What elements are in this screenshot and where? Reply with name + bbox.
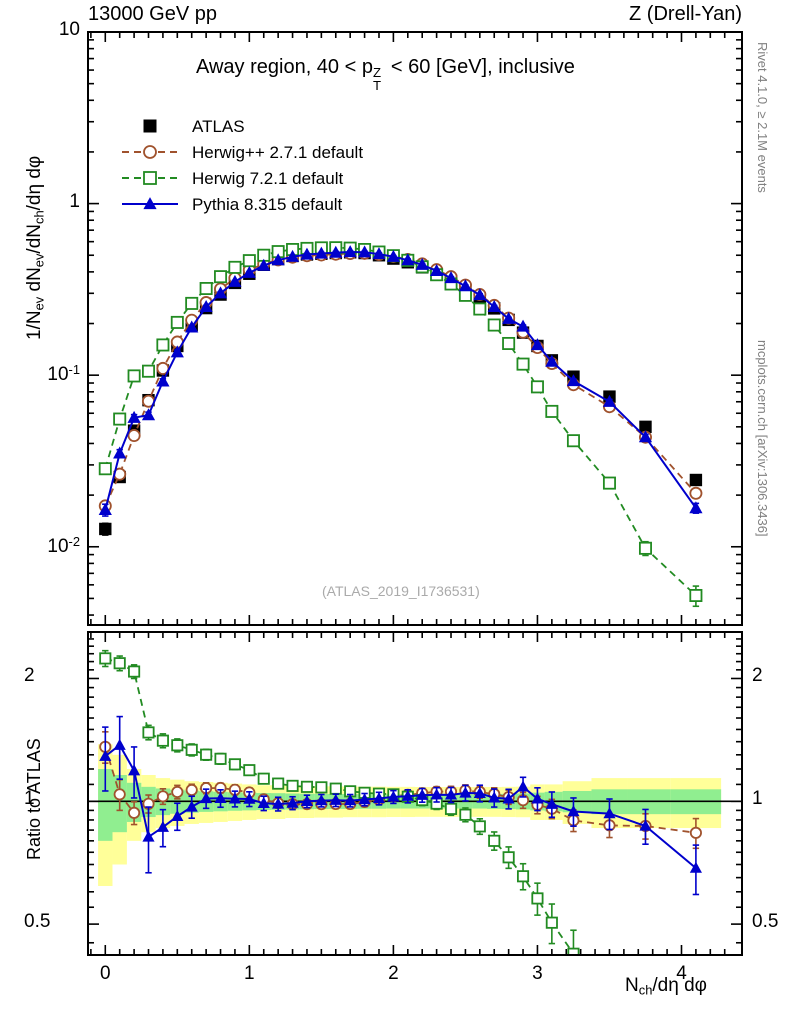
header-beam-label: 13000 GeV pp — [88, 3, 217, 25]
ylabel-sub-ev1: ev — [31, 296, 47, 311]
xlabel-part-a: N — [625, 975, 639, 996]
main-panel-series — [98, 241, 703, 608]
ratio-ytick-left-1: 1 — [24, 788, 35, 810]
ratio-yaxis-label: Ratio to ATLAS — [24, 738, 44, 860]
main-ytick-2: 10-1 — [47, 362, 80, 385]
xtick-4: 4 — [676, 963, 687, 984]
title-pre: Away region, 40 < p — [196, 56, 373, 78]
axis-frames — [87, 31, 743, 956]
xlabel-sub-ch: ch — [638, 982, 653, 998]
legend-label: Herwig++ 2.7.1 default — [192, 143, 363, 162]
legend-item-herwig7: Herwig 7.2.1 default — [122, 169, 343, 188]
ratio-ytick-left-0: 2 — [24, 665, 35, 687]
title-sub-t: T — [372, 78, 382, 94]
main-ytick-0: 10 — [58, 19, 80, 40]
ylabel-sub-ev2: ev — [31, 253, 47, 268]
legend-label: Pythia 8.315 default — [192, 195, 343, 214]
legend-item-pythia8: Pythia 8.315 default — [122, 195, 343, 214]
ylabel-part-b: dN — [24, 267, 45, 297]
ratio-ytick-right-2: 0.5 — [752, 911, 779, 933]
ratio-panel-series — [99, 649, 702, 955]
legend-item-atlas: ATLAS — [143, 117, 245, 136]
main-ytick-1: 1 — [69, 190, 80, 212]
xtick-3: 3 — [532, 963, 543, 984]
xtick-0: 0 — [99, 963, 111, 984]
main-ytick-3: 10-2 — [47, 533, 80, 557]
xtick-1: 1 — [244, 963, 255, 984]
legend: ATLAS Herwig++ 2.7.1 default Herwig 7.2.1 … — [122, 117, 363, 214]
ylabel-part-c: /dN — [24, 223, 45, 254]
main-yaxis-label: 1/Nev dNev/dNch/dη dφ — [24, 156, 47, 340]
ratio-ytick-right-0: 2 — [752, 665, 763, 687]
xlabel-part-b: /dη dφ — [652, 975, 707, 996]
ylabel-part-a: 1/N — [24, 310, 45, 340]
axis-ticks — [88, 31, 742, 955]
xtick-2: 2 — [388, 963, 399, 984]
header-process-label: Z (Drell-Yan) — [629, 3, 742, 25]
ratio-ytick-right-1: 1 — [752, 788, 763, 810]
legend-label: Herwig 7.2.1 default — [192, 169, 343, 188]
title-post: < 60 [GeV], inclusive — [385, 56, 575, 78]
legend-label: ATLAS — [192, 117, 245, 136]
legend-item-herwigpp: Herwig++ 2.7.1 default — [122, 143, 363, 162]
analysis-id-watermark: (ATLAS_2019_I1736531) — [322, 583, 480, 599]
mcplots-source-label: mcplots.cern.ch [arXiv:1306.3436] — [755, 340, 770, 537]
ratio-ytick-left-2: 0.5 — [24, 911, 51, 933]
title-sup-z: Z — [372, 64, 382, 80]
rivet-version-label: Rivet 4.1.0, ≥ 2.1M events — [755, 42, 770, 193]
xaxis-label: Nch/dη dφ — [625, 975, 707, 998]
